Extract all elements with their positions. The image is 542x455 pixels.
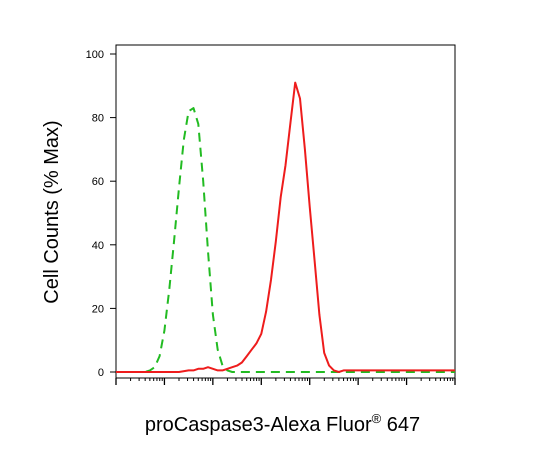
y-tick-label: 20 (92, 303, 104, 315)
series-line-2 (116, 81, 455, 373)
labels-group: 0 20 40 60 80 100 Cell Counts (% Max) proCaspas… (41, 49, 420, 436)
x-axis-title-suffix: 647 (381, 414, 420, 436)
plot-frame (115, 44, 456, 379)
y-tick-label: 60 (92, 176, 104, 188)
y-axis-title: Cell Counts (% Max) (41, 120, 63, 303)
y-tick-label: 80 (92, 113, 104, 125)
x-axis-title-superscript: ® (372, 411, 382, 426)
series-layer (116, 81, 455, 373)
axes-group (110, 44, 456, 385)
x-axis-title-main: proCaspase3-Alexa Fluor (145, 414, 372, 436)
y-tick-label: 40 (92, 240, 104, 252)
x-axis-title: proCaspase3-Alexa Fluor® 647 (145, 411, 420, 436)
series-line-1 (116, 107, 455, 373)
y-tick-label: 100 (86, 49, 104, 61)
y-tick-label: 0 (98, 367, 104, 379)
